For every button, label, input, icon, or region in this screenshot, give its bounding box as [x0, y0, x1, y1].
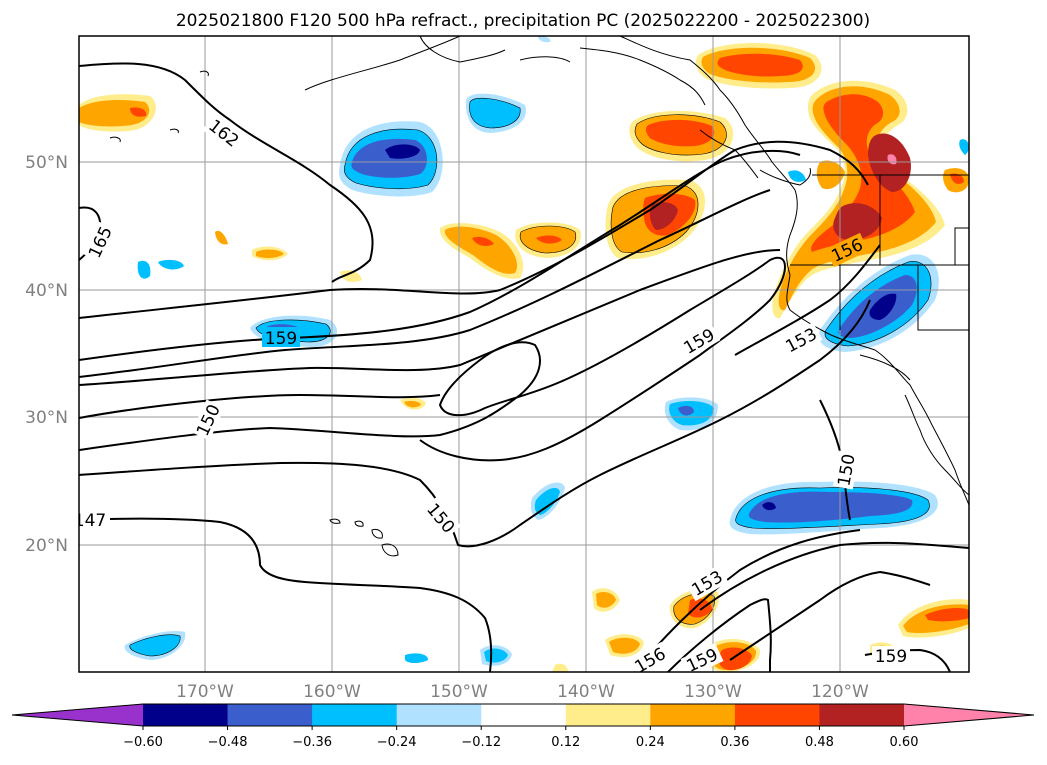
colorbar-swatch	[143, 704, 229, 726]
colorbar-extend-high	[904, 704, 1034, 726]
lat-label: 40°N	[25, 281, 68, 301]
colorbar-tick-label: 0.24	[636, 735, 665, 750]
colorbar-tick-label: 0.60	[890, 735, 919, 750]
colorbar-tick-label: −0.60	[123, 735, 163, 750]
colorbar-tick-label: −0.48	[208, 735, 248, 750]
colorbar-swatch	[312, 704, 398, 726]
colorbar-swatch	[565, 704, 651, 726]
colorbar: −0.60 −0.48 −0.36 −0.24 −0.12 0.12 0.24 0.36 0.4…	[11, 703, 1035, 750]
contour-label: 147	[74, 511, 106, 531]
contour-label: 159	[875, 647, 907, 667]
lon-label: 140°W	[557, 682, 615, 702]
colorbar-swatch	[734, 704, 820, 726]
lat-label: 50°N	[25, 153, 68, 173]
colorbar-extend-low	[12, 704, 143, 726]
lon-label: 150°W	[430, 682, 488, 702]
political-borders	[790, 174, 969, 381]
colorbar-tick-label: 0.12	[551, 735, 580, 750]
map-area: 162 165 159 150 147 150 159 153 156 150 …	[74, 36, 969, 672]
map-frame	[78, 35, 970, 673]
colorbar-swatch	[481, 704, 567, 726]
colorbar-tick-label: −0.24	[377, 735, 417, 750]
colorbar-tick-label: −0.36	[292, 735, 332, 750]
colorbar-swatch	[396, 704, 482, 726]
longitude-labels: 170°W 160°W 150°W 140°W 130°W 120°W	[176, 682, 869, 702]
graticule	[79, 36, 969, 672]
colorbar-swatch	[650, 704, 736, 726]
contour-label: 159	[265, 329, 297, 349]
figure-title: 2025021800 F120 500 hPa refract., precip…	[176, 11, 870, 31]
lon-label: 170°W	[176, 682, 234, 702]
lon-label: 130°W	[684, 682, 742, 702]
colorbar-swatch	[227, 704, 313, 726]
negative-anomaly-regions	[124, 36, 969, 666]
lat-label: 30°N	[25, 408, 68, 428]
colorbar-tick-label: −0.12	[461, 735, 501, 750]
colorbar-swatch	[819, 704, 905, 726]
lat-label: 20°N	[25, 536, 68, 556]
latitude-labels: 50°N 40°N 30°N 20°N	[25, 153, 68, 556]
colorbar-tick-label: 0.36	[720, 735, 749, 750]
height-contours	[79, 62, 969, 672]
colorbar-tick-label: 0.48	[805, 735, 834, 750]
lon-label: 120°W	[811, 682, 869, 702]
lon-label: 160°W	[303, 682, 361, 702]
precip-shading	[79, 36, 969, 672]
